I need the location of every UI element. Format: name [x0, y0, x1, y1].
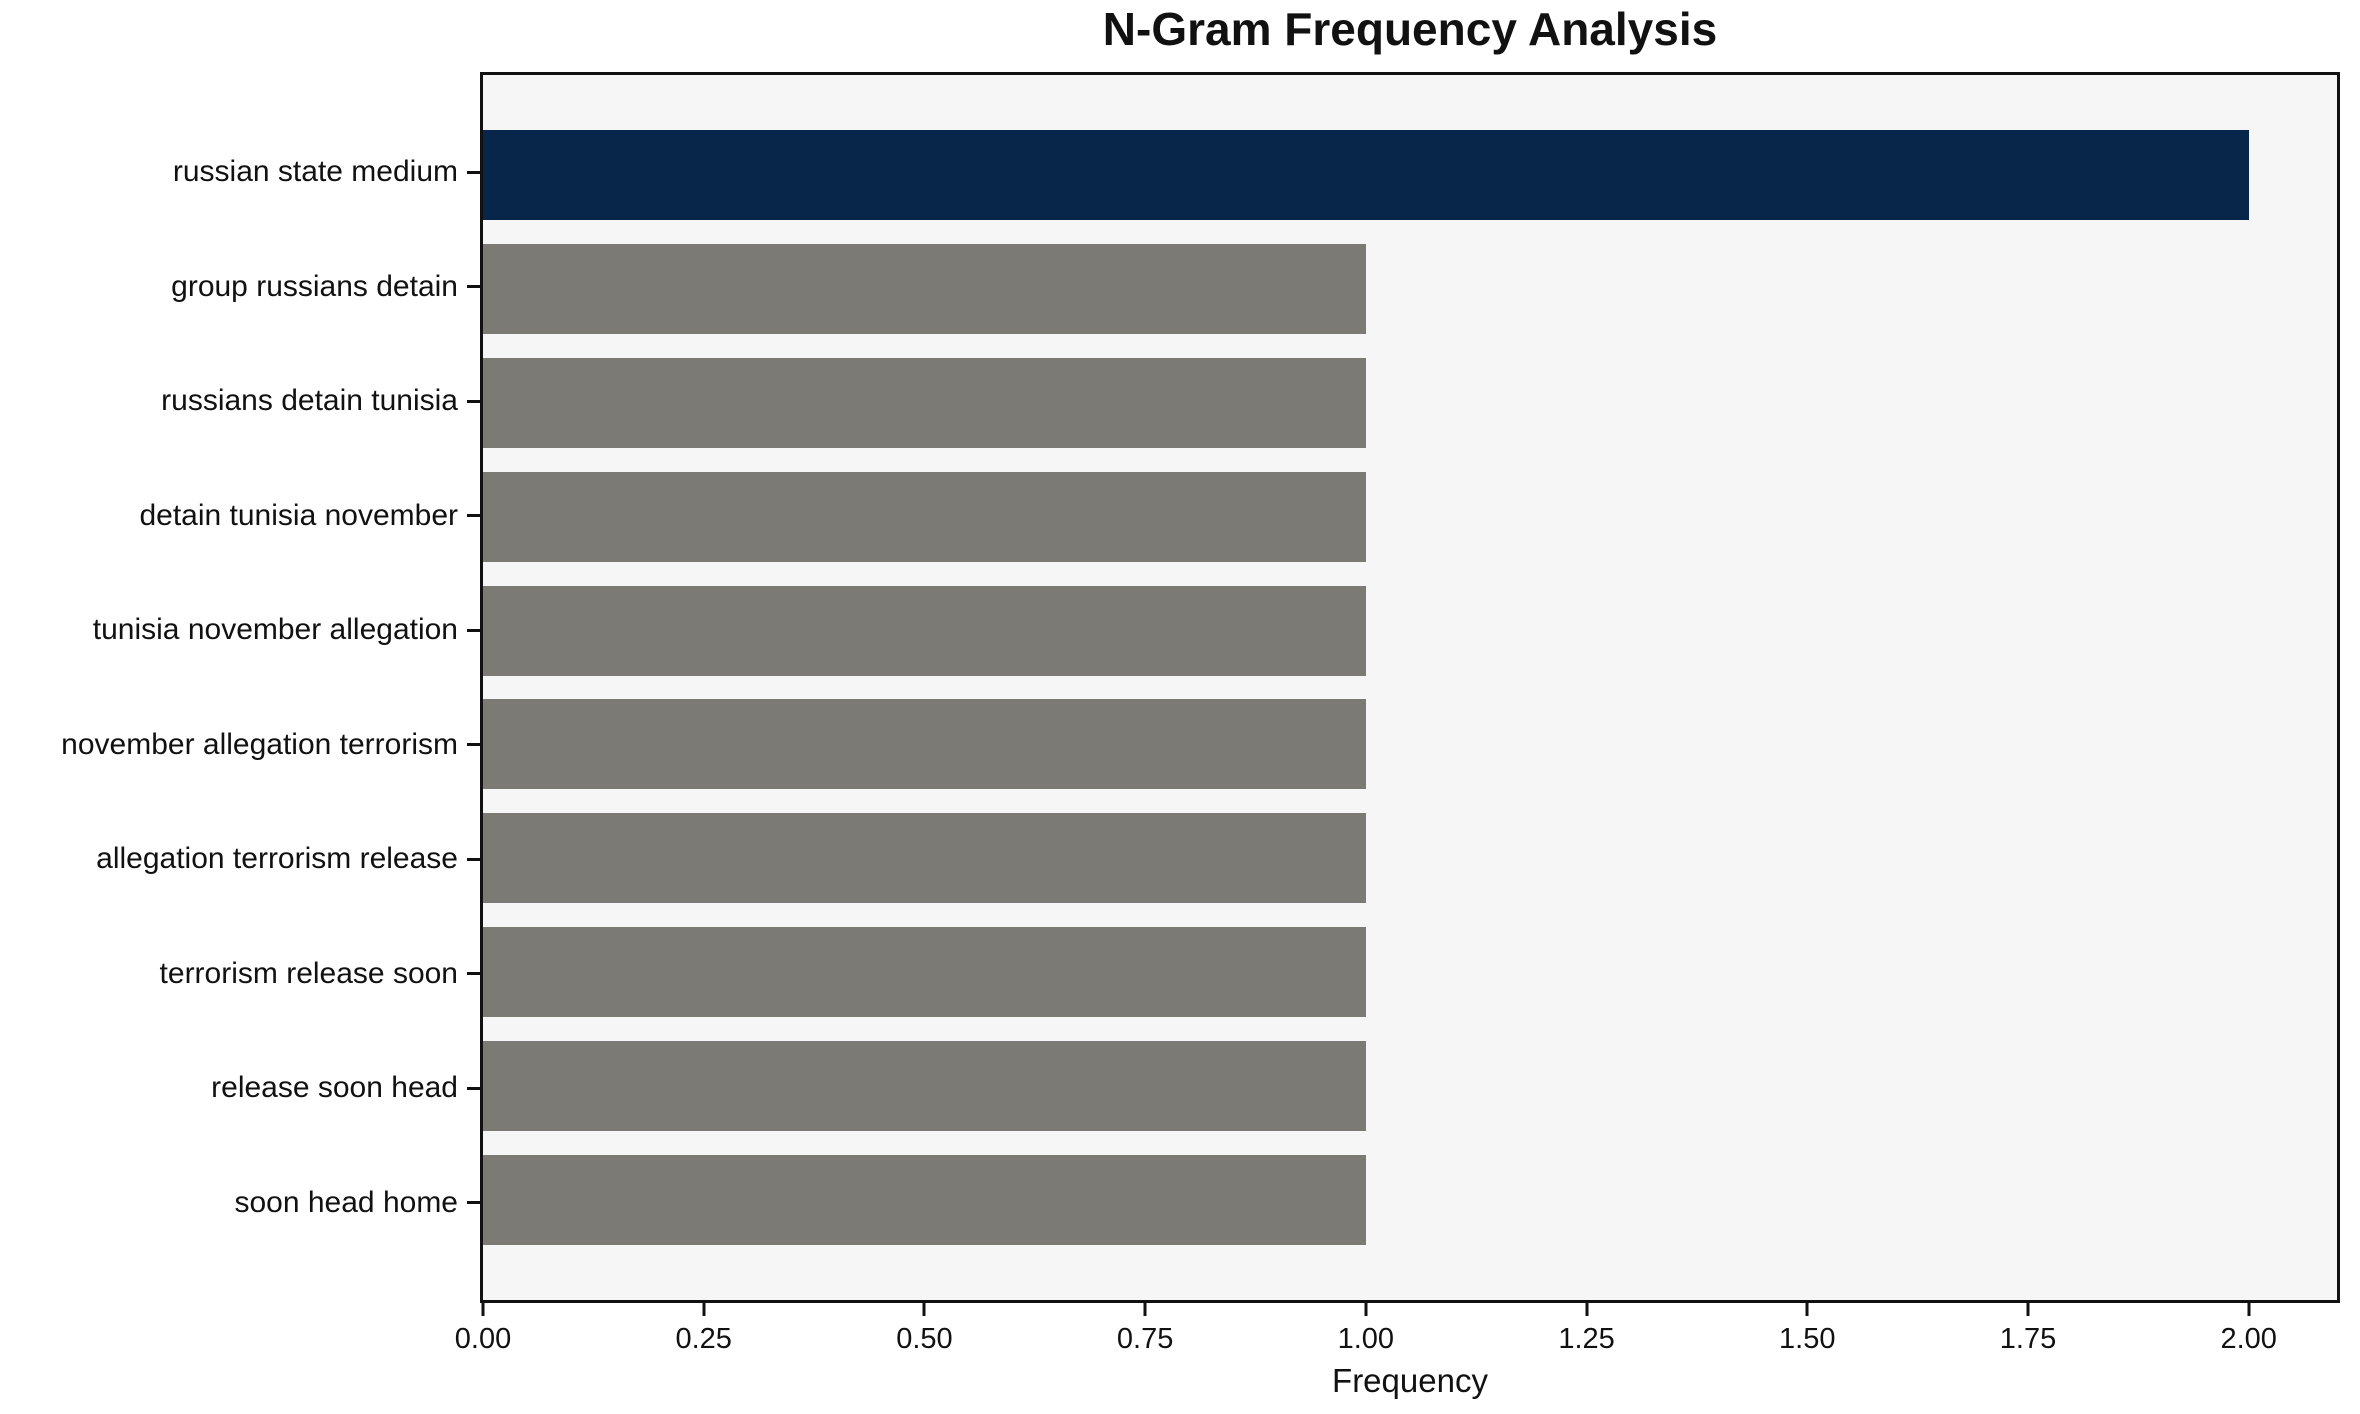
x-tick-mark	[481, 1303, 485, 1316]
bar-4	[483, 585, 1366, 676]
y-tick-mark	[467, 628, 480, 632]
y-tick-label: detain tunisia november	[139, 498, 458, 532]
plot-area	[480, 72, 2340, 1303]
x-tick-mark	[1143, 1303, 1147, 1316]
x-tick-label: 0.25	[675, 1323, 732, 1355]
y-label-row: release soon head	[0, 1031, 480, 1146]
chart-title: N-Gram Frequency Analysis	[1102, 3, 1718, 55]
bar-8	[483, 1041, 1366, 1132]
y-tick-mark	[467, 1201, 480, 1205]
bar-row	[483, 915, 2337, 1029]
y-tick-label: group russians detain	[171, 269, 458, 303]
bar-3	[483, 471, 1366, 562]
y-tick-mark	[467, 972, 480, 976]
x-tick-mark	[1585, 1303, 1589, 1316]
y-label-row: detain tunisia november	[0, 459, 480, 574]
y-tick-label: russians detain tunisia	[161, 384, 458, 418]
x-tick-label: 1.50	[1779, 1323, 1836, 1355]
x-tick-label: 1.75	[1999, 1323, 2057, 1355]
x-tick-label: 1.25	[1558, 1323, 1615, 1355]
x-tick-label: 0.00	[454, 1323, 512, 1355]
y-tick-label: terrorism release soon	[159, 956, 458, 990]
y-label-row: tunisia november allegation	[0, 573, 480, 688]
y-tick-mark	[467, 857, 480, 861]
bar-row	[483, 801, 2337, 915]
y-tick-mark	[467, 170, 480, 174]
y-label-row: soon head home	[0, 1146, 480, 1261]
bar-row	[483, 460, 2337, 574]
bar-row	[483, 688, 2337, 802]
bar-row	[483, 232, 2337, 346]
bar-7	[483, 927, 1366, 1018]
x-tick-label: 1.00	[1337, 1323, 1395, 1355]
bar-row	[483, 1029, 2337, 1143]
bar-9	[483, 1155, 1366, 1246]
bar-1	[483, 243, 1366, 334]
y-axis-labels: russian state medium group russians detai…	[0, 72, 480, 1303]
bar-rows	[483, 75, 2337, 1300]
y-tick-mark	[467, 399, 480, 403]
x-tick-label: 0.75	[1116, 1323, 1174, 1355]
y-tick-label: soon head home	[234, 1185, 458, 1219]
x-tick-mark	[2247, 1303, 2251, 1316]
x-tick-mark	[1364, 1303, 1368, 1316]
bar-row	[483, 574, 2337, 688]
y-tick-mark	[467, 1086, 480, 1090]
y-tick-mark	[467, 514, 480, 518]
y-tick-label: release soon head	[211, 1071, 458, 1105]
y-label-row: allegation terrorism release	[0, 802, 480, 917]
x-tick-mark	[1805, 1303, 1809, 1316]
bar-5	[483, 699, 1366, 790]
y-tick-mark	[467, 743, 480, 747]
bar-row	[483, 1143, 2337, 1257]
bar-row	[483, 346, 2337, 460]
y-label-row: group russians detain	[0, 230, 480, 345]
x-tick-mark	[2026, 1303, 2030, 1316]
x-tick-label: 0.50	[896, 1323, 953, 1355]
y-label-row: terrorism release soon	[0, 917, 480, 1032]
y-tick-label: allegation terrorism release	[96, 842, 458, 876]
x-axis-title: Frequency	[1332, 1362, 1488, 1399]
bar-row	[483, 118, 2337, 232]
x-tick-mark	[922, 1303, 926, 1316]
x-tick-label: 2.00	[2220, 1323, 2277, 1355]
bar-2	[483, 357, 1366, 448]
x-axis: 0.00 0.25 0.50 0.75 1.00 1.25 1.50 1.75 2.00	[455, 1303, 2337, 1363]
y-label-row: november allegation terrorism	[0, 688, 480, 803]
x-tick-mark	[702, 1303, 706, 1316]
y-label-row: russian state medium	[0, 115, 480, 230]
bar-6	[483, 813, 1366, 904]
y-tick-label: russian state medium	[172, 155, 458, 189]
bar-0	[483, 129, 2249, 220]
y-tick-label: november allegation terrorism	[61, 727, 458, 761]
y-label-row: russians detain tunisia	[0, 344, 480, 459]
y-tick-label: tunisia november allegation	[92, 613, 458, 647]
y-tick-mark	[467, 285, 480, 289]
